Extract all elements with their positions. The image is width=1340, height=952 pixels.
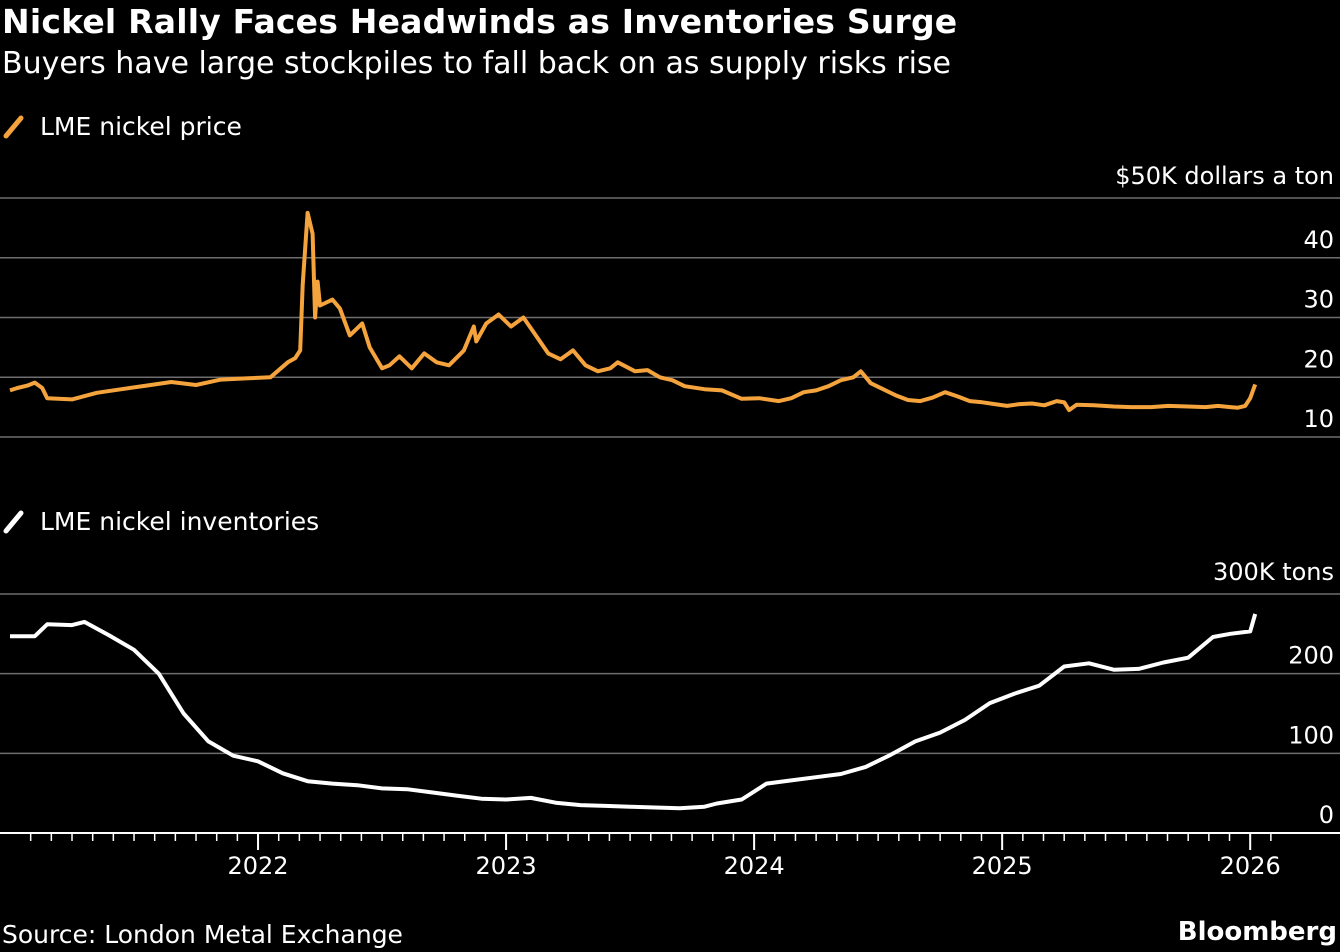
x-minor-ticks [29, 833, 1272, 841]
inventory-unit-label: 300K tons [1213, 558, 1334, 586]
price-ytick-label: 40 [1303, 226, 1334, 254]
x-tick-label: 2023 [476, 852, 537, 880]
inventory-ytick-labels: 0 100 200 [1288, 642, 1334, 829]
price-ytick-label: 30 [1303, 286, 1334, 314]
inventory-ytick-label: 200 [1288, 642, 1334, 670]
price-gridlines [0, 197, 1340, 438]
price-ytick-labels: 10 20 30 40 [1303, 226, 1334, 433]
x-tick-labels: 2022 2023 2024 2025 2026 [228, 852, 1281, 880]
inventory-ytick-label: 0 [1319, 801, 1334, 829]
price-legend: LME nickel price [3, 112, 242, 141]
x-axis: 2022 2023 2024 2025 2026 [0, 832, 1340, 880]
inventory-series-line [10, 613, 1258, 811]
x-tick-label: 2022 [228, 852, 289, 880]
price-legend-label: LME nickel price [40, 112, 242, 141]
x-tick-label: 2025 [972, 852, 1033, 880]
inventory-legend-swatch [3, 510, 24, 534]
inventory-panel: LME nickel inventories 300K tons 0 100 200 [0, 507, 1340, 829]
chart-title: Nickel Rally Faces Headwinds as Inventor… [2, 2, 958, 41]
chart-subtitle: Buyers have large stockpiles to fall bac… [2, 46, 951, 81]
x-tick-label: 2026 [1220, 852, 1281, 880]
price-legend-swatch [3, 115, 24, 139]
inventory-gridlines [0, 593, 1340, 755]
x-major-ticks [257, 833, 1252, 850]
price-ytick-label: 10 [1303, 405, 1334, 433]
x-tick-label: 2024 [724, 852, 785, 880]
inventory-legend-label: LME nickel inventories [40, 507, 319, 536]
price-unit-label: $50K dollars a ton [1115, 162, 1334, 190]
source-note: Source: London Metal Exchange [2, 920, 403, 949]
brand-logo: Bloomberg [1177, 917, 1337, 947]
inventory-legend: LME nickel inventories [3, 507, 319, 536]
price-panel: LME nickel price $50K dollars a ton 10 20… [0, 112, 1340, 438]
price-series-line [9, 210, 1258, 413]
inventory-ytick-label: 100 [1288, 721, 1334, 749]
price-ytick-label: 20 [1303, 345, 1334, 373]
